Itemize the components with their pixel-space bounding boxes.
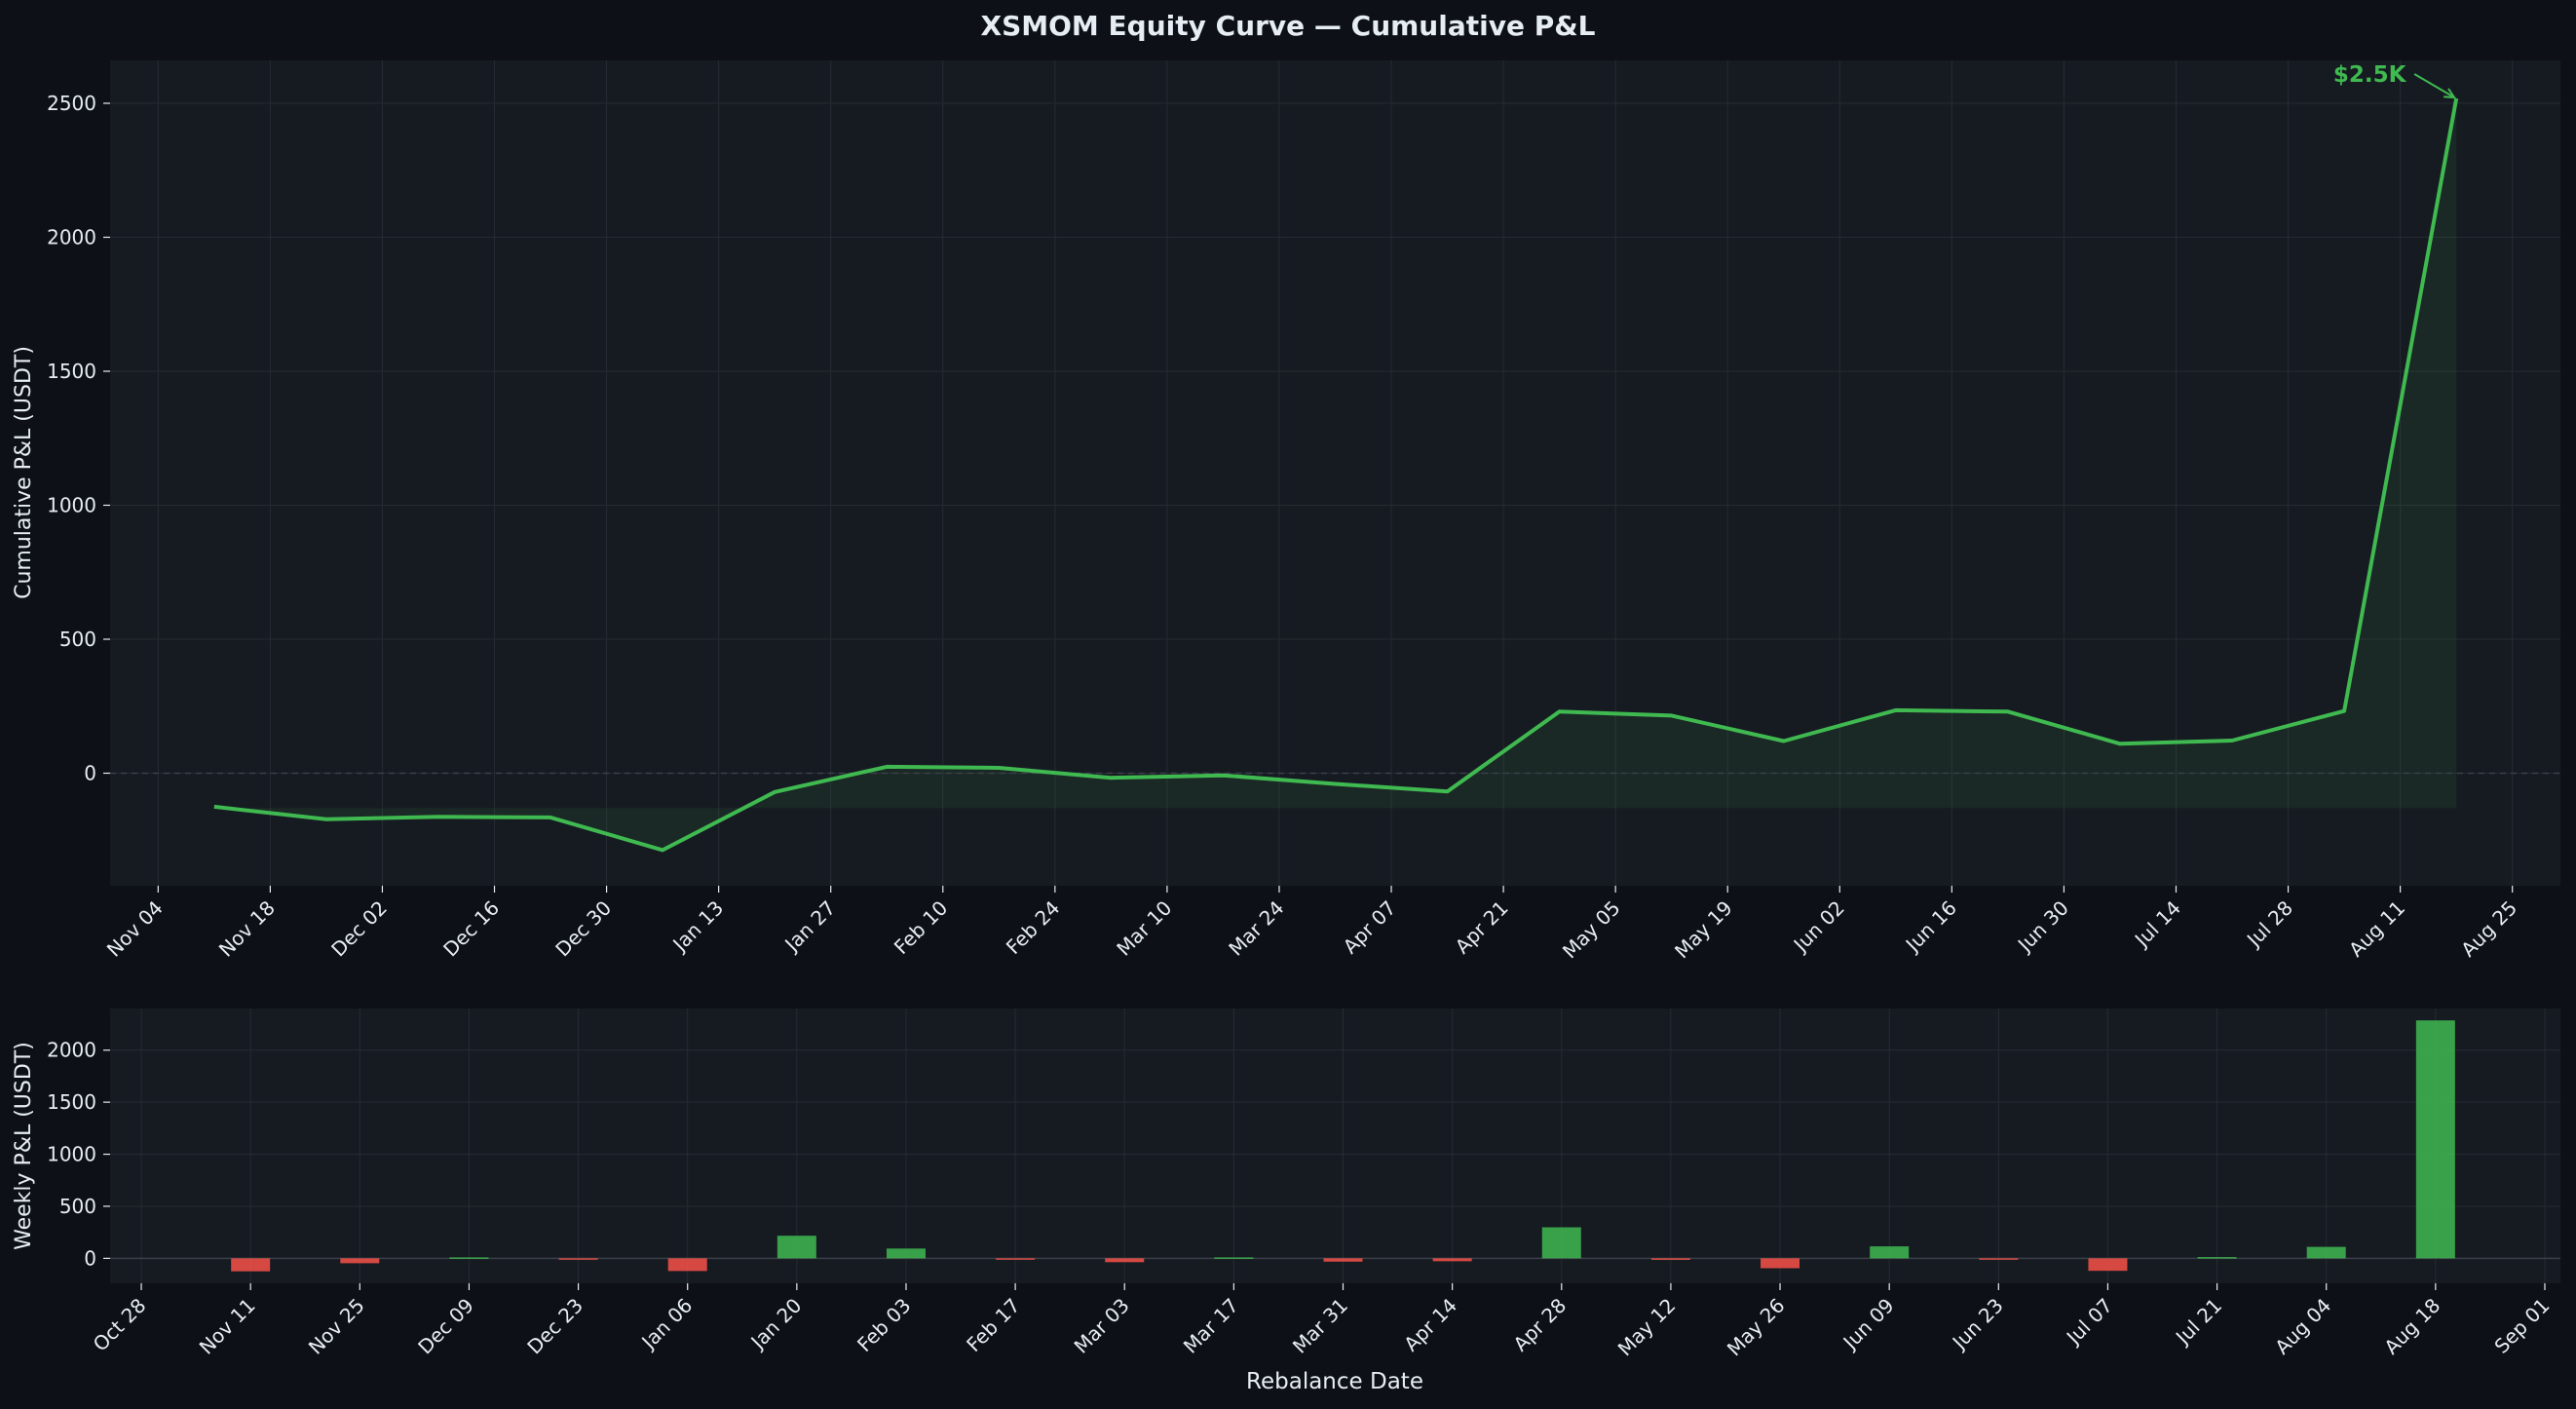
- figure-title: XSMOM Equity Curve — Cumulative P&L: [981, 10, 1596, 42]
- equity-y-tick-label: 1500: [47, 360, 96, 383]
- equity-curve-line: [213, 97, 2459, 853]
- equity-y-ticks: 0 500 1000 1500 2000 2500: [47, 92, 110, 785]
- equity-y-tick-label: 500: [59, 628, 96, 651]
- annotation-label: $2.5K: [2333, 62, 2407, 88]
- weekly-bar: [1105, 1258, 1145, 1263]
- weekly-bar: [2197, 1257, 2237, 1259]
- weekly-bar: [1541, 1227, 1581, 1259]
- equity-y-tick-label: 2500: [47, 92, 96, 115]
- equity-y-tick-label: 0: [84, 762, 96, 785]
- weekly-bar: [340, 1258, 380, 1264]
- weekly-bar: [667, 1258, 707, 1272]
- weekly-bar: [1650, 1258, 1690, 1260]
- weekly-bar: [996, 1258, 1036, 1260]
- equity-fill-area: [213, 98, 2457, 851]
- weekly-bar: [449, 1257, 489, 1259]
- weekly-y-tick-label: 1500: [47, 1090, 96, 1114]
- equity-y-tick-label: 1000: [47, 494, 96, 517]
- weekly-y-tick-label: 500: [59, 1195, 96, 1218]
- weekly-bar: [1870, 1246, 1910, 1259]
- weekly-plot-area: [110, 1009, 2560, 1283]
- weekly-y-tick-label: 0: [84, 1246, 96, 1270]
- weekly-bar: [231, 1258, 271, 1272]
- weekly-y-axis-label: Weekly P&L (USDT): [12, 1042, 36, 1250]
- equity-y-axis-label: Cumulative P&L (USDT): [12, 346, 36, 599]
- weekly-bar: [558, 1258, 598, 1260]
- weekly-y-tick-label: 2000: [47, 1039, 96, 1062]
- annotation-arrow-head: [2443, 88, 2457, 99]
- weekly-y-tick-label: 1000: [47, 1143, 96, 1166]
- equity-y-tick-label: 2000: [47, 226, 96, 249]
- weekly-bar: [1214, 1257, 1254, 1259]
- weekly-bar: [886, 1248, 926, 1259]
- weekly-bar: [2306, 1246, 2346, 1259]
- weekly-bar: [2088, 1258, 2128, 1272]
- weekly-bars: [231, 1020, 2455, 1272]
- weekly-bar: [777, 1236, 816, 1259]
- weekly-bar: [2415, 1020, 2455, 1259]
- weekly-y-ticks: 0 500 1000 1500 2000: [47, 1039, 110, 1270]
- weekly-bar: [1761, 1258, 1800, 1269]
- weekly-bar: [1432, 1258, 1472, 1262]
- annotation-arrow: [2413, 73, 2455, 98]
- weekly-x-axis-label: Rebalance Date: [1246, 1369, 1423, 1394]
- equity-gridlines: [110, 60, 2560, 886]
- equity-plot-area: [110, 60, 2560, 886]
- weekly-bar: [1323, 1258, 1363, 1262]
- weekly-bar: [1979, 1258, 2019, 1260]
